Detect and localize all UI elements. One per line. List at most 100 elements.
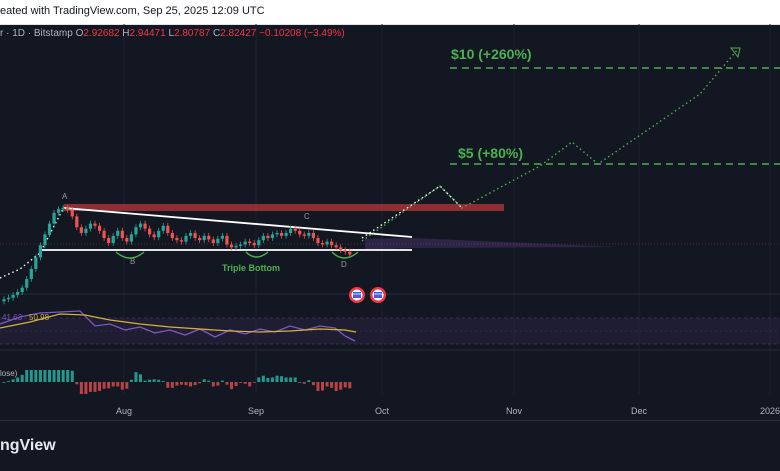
symbol-name: r · 1D · Bitstamp (0, 28, 73, 39)
candle-body (302, 234, 306, 236)
price-candles (2, 204, 352, 305)
rsi-ma-value: 50.98 (29, 313, 50, 322)
candle-body (239, 244, 243, 246)
macd-bar (175, 382, 179, 386)
point-c-label: C (304, 212, 310, 221)
macd-bar (225, 382, 229, 385)
candle-body (88, 223, 93, 229)
macd-bar (111, 382, 115, 387)
x-tick-label: Nov (506, 406, 523, 416)
macd-bar (75, 382, 79, 385)
rsi-value: 41.63 (2, 313, 23, 322)
candle-body (29, 268, 33, 280)
chart-area[interactable]: $10 (+260%) $5 (+80%) A B C D Triple Bot… (0, 24, 780, 420)
candle-body (120, 230, 124, 238)
grid (0, 24, 780, 394)
candle-body (152, 234, 156, 238)
macd-bar (179, 382, 183, 385)
candle-body (334, 245, 338, 248)
macd-bar (38, 370, 42, 382)
x-tick-label: Oct (375, 406, 390, 416)
candle-body (111, 235, 115, 244)
candle-body (179, 240, 184, 242)
macd-bar (34, 370, 38, 382)
candle-body (330, 241, 334, 246)
macd-bar (298, 382, 302, 383)
macd-bar (270, 377, 274, 382)
macd-bar (257, 377, 261, 382)
low-label: L (168, 28, 175, 39)
candle-body (202, 235, 206, 241)
macd-bar (152, 379, 156, 382)
macd-bar (211, 382, 215, 387)
candle-body (57, 209, 61, 213)
macd-bar (79, 382, 83, 394)
candle-body (70, 209, 74, 217)
candle-body (11, 294, 15, 298)
point-a-label: A (62, 192, 68, 201)
candle-body (325, 241, 329, 245)
candle-body (284, 232, 288, 236)
candle-body (143, 223, 147, 229)
macd-label: lose) (0, 369, 18, 378)
macd-bar (239, 382, 243, 383)
candle-body (97, 225, 102, 231)
macd-bar (166, 382, 170, 388)
candle-body (116, 230, 120, 236)
macd-bar (93, 382, 97, 392)
candle-body (252, 243, 256, 246)
candle-body (311, 232, 315, 238)
candle-body (102, 230, 106, 238)
macd-bar (343, 382, 347, 388)
created-info: eated with TradingView.com, Sep 25, 2025… (0, 5, 265, 17)
point-b-label: B (130, 257, 135, 266)
macd-bar (216, 382, 220, 386)
macd-bar (88, 382, 92, 392)
macd-bar (325, 382, 329, 387)
macd-bar (252, 382, 256, 383)
macd-bar (25, 370, 29, 382)
macd-bar (207, 380, 211, 382)
candle-body (79, 227, 83, 233)
us-flag-icon[interactable] (370, 287, 386, 303)
candle-body (293, 228, 297, 231)
macd-bar (334, 382, 338, 391)
macd-bar (280, 376, 284, 382)
target-10-label: $10 (+260%) (451, 46, 532, 62)
candle-body (248, 241, 252, 244)
candle-body (343, 250, 347, 252)
candle-body (175, 238, 179, 241)
macd-bar (107, 382, 111, 389)
change-value: −0.10208 (−3.49%) (259, 28, 345, 39)
macd-bar (16, 377, 20, 382)
candle-body (316, 238, 320, 244)
macd-bar (98, 382, 102, 391)
rsi-ma-line (0, 313, 357, 333)
macd-bar (129, 379, 133, 382)
candle-body (211, 239, 215, 244)
candle-body (275, 232, 279, 235)
rsi-pane: 41.63 50.98 (0, 310, 780, 345)
us-flag-icon[interactable] (349, 287, 365, 303)
macd-bar (2, 382, 6, 383)
high-value: 2.94471 (129, 28, 166, 39)
candle-body (61, 207, 65, 210)
candle-body (38, 245, 42, 258)
brand-logo[interactable]: ngView (0, 437, 56, 454)
high-label: H (122, 28, 130, 39)
macd-bar (170, 382, 174, 388)
macd-bar (275, 375, 279, 382)
candle-body (43, 234, 47, 246)
candle-body (129, 234, 133, 242)
macd-bar (84, 382, 88, 394)
macd-bar (230, 382, 233, 390)
header-bar: eated with TradingView.com, Sep 25, 2025… (0, 0, 780, 25)
candle-body (84, 228, 88, 233)
macd-bar (321, 382, 324, 391)
chart-canvas[interactable]: $10 (+260%) $5 (+80%) A B C D Triple Bot… (0, 24, 780, 420)
macd-bar (61, 370, 65, 382)
macd-bar (302, 382, 306, 384)
macd-bar (70, 370, 74, 382)
macd-bar (43, 370, 47, 382)
candle-body (34, 257, 38, 269)
